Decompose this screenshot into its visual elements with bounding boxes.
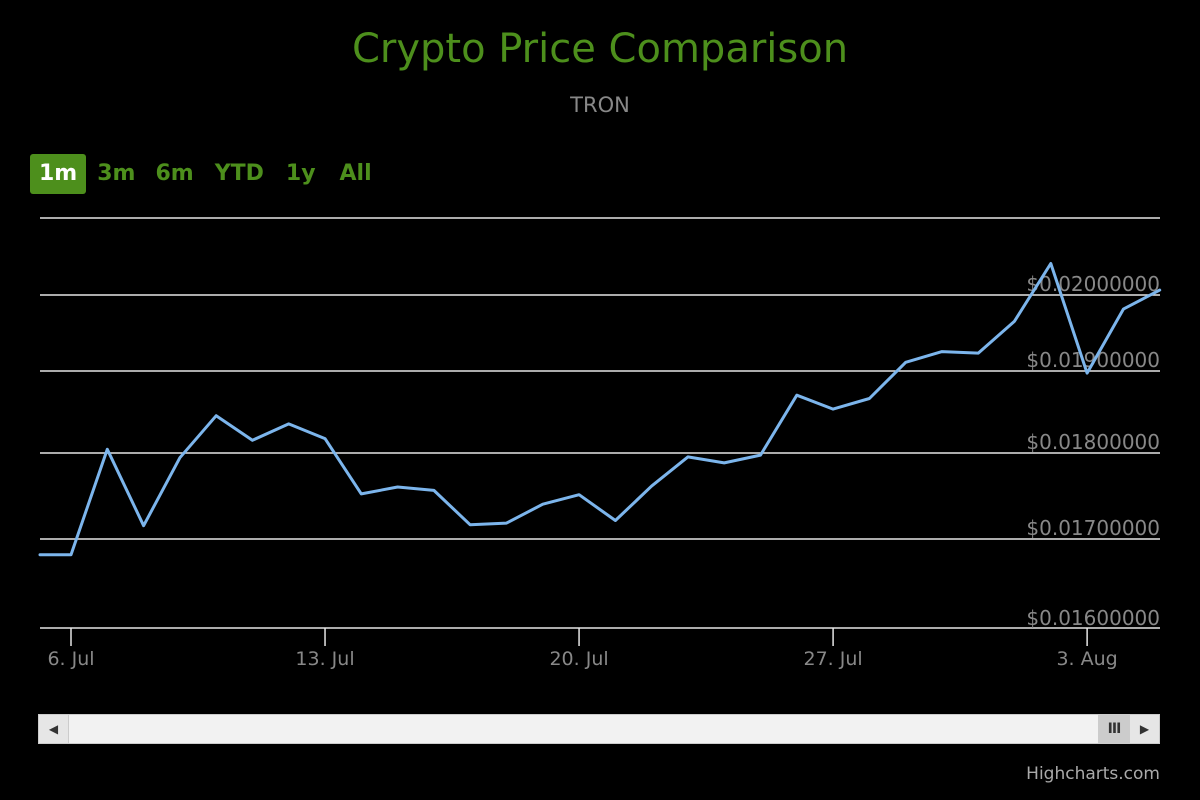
y-tick-label: $0.01600000 (1026, 606, 1160, 630)
x-tick-label: 27. Jul (803, 648, 862, 670)
range-button-all[interactable]: All (339, 161, 372, 186)
chart-subtitle: TRON (570, 93, 630, 117)
range-button-1m[interactable]: 1m (30, 154, 87, 194)
range-button-ytd[interactable]: YTD (214, 161, 264, 186)
x-tick-label: 6. Jul (47, 648, 94, 670)
x-tick-label: 13. Jul (295, 648, 354, 670)
scroll-right-icon[interactable]: ▶ (1129, 715, 1159, 743)
range-button-6m[interactable]: 6m (155, 161, 194, 186)
price-chart: $0.01600000$0.01700000$0.01800000$0.0190… (38, 217, 1162, 670)
scroll-thumb-grip-icon[interactable]: III (1098, 715, 1130, 743)
x-tick-label: 20. Jul (549, 648, 608, 670)
credits-link[interactable]: Highcharts.com (1026, 764, 1160, 784)
x-tick-label: 3. Aug (1056, 648, 1117, 670)
y-tick-label: $0.02000000 (1026, 272, 1160, 296)
y-tick-label: $0.01800000 (1026, 430, 1160, 454)
scroll-left-icon[interactable]: ◀ (39, 715, 69, 743)
y-axis-labels: $0.01600000$0.01700000$0.01800000$0.0190… (1026, 272, 1160, 630)
x-axis: 6. Jul 13. Jul 20. Jul 27. Jul 3. Aug (47, 628, 1118, 670)
range-button-1y[interactable]: 1y (285, 161, 316, 186)
navigator-scrollbar[interactable]: ◀ III ▶ (38, 714, 1160, 744)
range-selector: 1m 3m 6m YTD 1y All (30, 154, 386, 194)
y-tick-label: $0.01700000 (1026, 516, 1160, 540)
grid-lines (40, 217, 1160, 629)
chart-title: Crypto Price Comparison (351, 26, 849, 72)
series-layer (38, 262, 1162, 557)
range-button-3m[interactable]: 3m (97, 161, 136, 186)
series-line-tron (38, 262, 1162, 557)
